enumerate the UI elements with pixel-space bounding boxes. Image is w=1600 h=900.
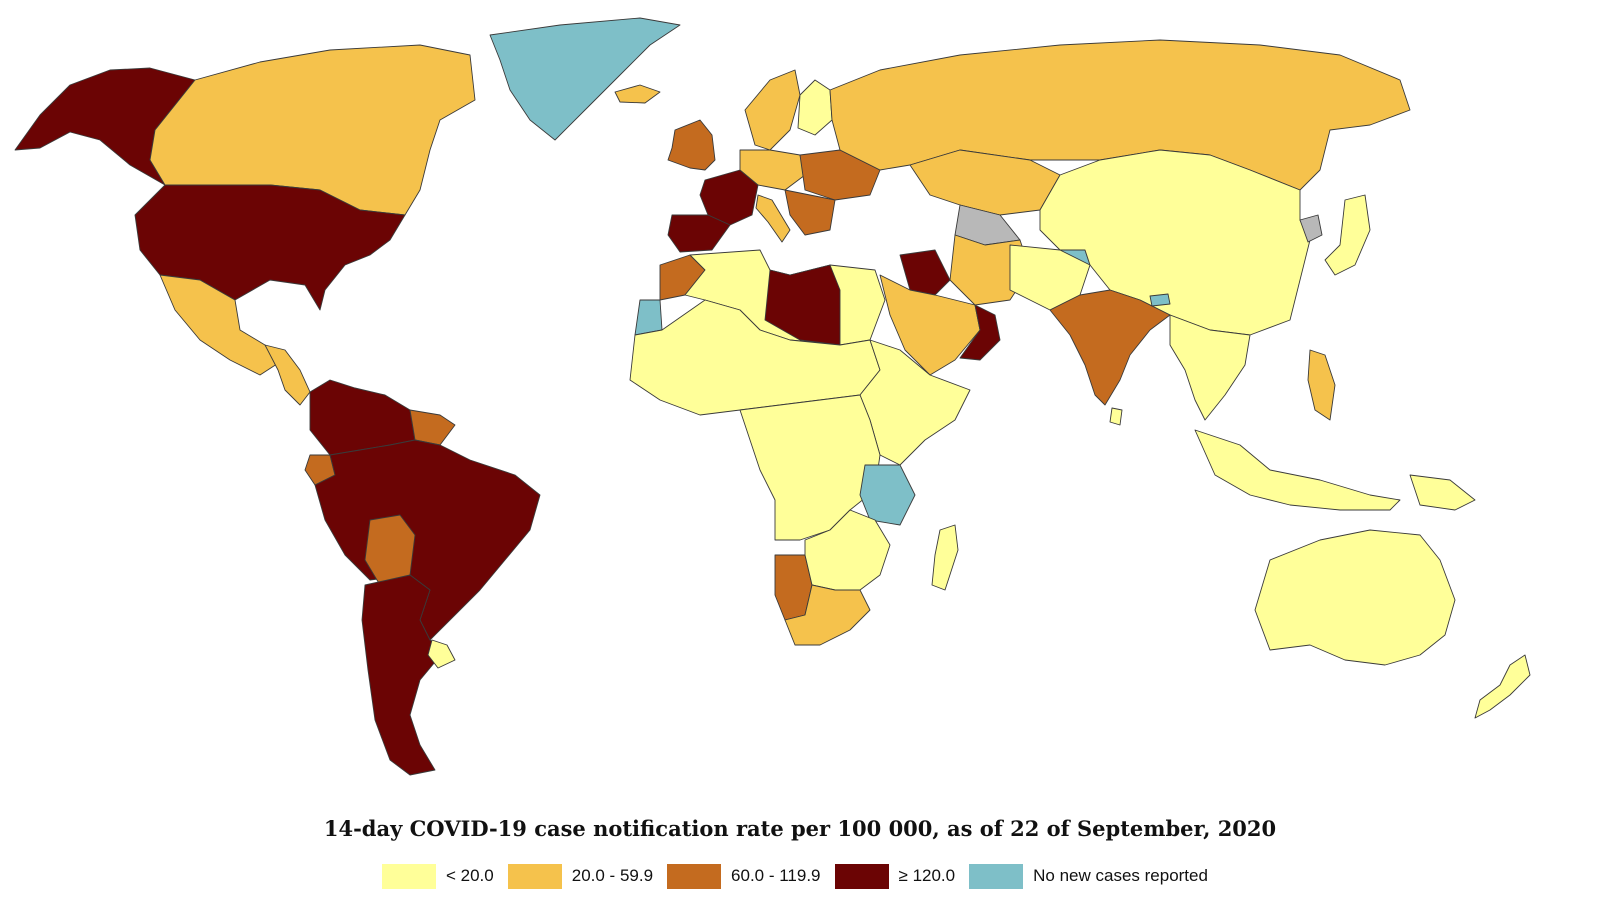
map-title: 14-day COVID-19 case notification rate p… [323,816,1277,841]
region-canada [149,44,476,216]
region-scandinavia [744,69,801,151]
legend-swatch-no-new-cases [969,863,1024,889]
region-uruguay [427,639,456,669]
legend-swatch-20-60 [507,863,562,889]
region-russia [829,39,1411,191]
region-uk-ireland [667,119,716,171]
region-japan-korea [1324,194,1371,276]
region-bhutan [1149,293,1171,307]
region-central-europe [739,149,806,191]
legend-swatch-lt20 [382,863,436,889]
legend-label-no-new-cases: No new cases reported [1033,866,1208,885]
region-sri-lanka [1109,407,1123,426]
region-south-africa [784,584,871,646]
region-india [1049,289,1171,406]
region-southern-africa [804,509,891,591]
region-australia [1254,529,1456,666]
legend-item-20-60: 20.0 - 59.9 [507,863,654,889]
region-balkans [784,189,836,236]
legend-item-60-120: 60.0 - 119.9 [667,863,821,889]
region-indonesia [1194,429,1401,511]
region-oman [959,304,1001,361]
region-italy [755,194,791,243]
legend-label-ge120: ≥ 120.0 [898,866,956,885]
region-argentina-chile [361,574,446,776]
region-north-korea [1299,214,1323,243]
region-new-zealand [1474,654,1531,719]
region-guianas [409,409,456,446]
region-greenland [489,17,681,141]
legend-label-60-120: 60.0 - 119.9 [731,866,821,885]
region-western-sahara [634,299,663,336]
legend-item-lt20: < 20.0 [382,863,494,889]
region-southeast-asia [1169,314,1251,421]
region-finland [797,79,833,136]
region-iberia [667,214,731,253]
region-usa [134,184,406,311]
legend-item-ge120: ≥ 120.0 [834,863,956,889]
legend-item-no-new-cases: No new cases reported [969,863,1208,889]
region-philippines [1307,349,1336,421]
region-papua-new-guinea [1409,474,1476,511]
legend-swatch-60-120 [667,863,722,889]
region-madagascar [931,524,959,591]
region-saudi-arabia [879,274,981,376]
region-iraq [899,249,951,296]
legend: < 20.0 20.0 - 59.9 60.0 - 119.9 ≥ 120.0 … [382,863,1222,889]
world-map-svg [14,17,1531,776]
world-map [14,17,1531,776]
region-brazil-peru [314,439,541,641]
legend-label-lt20: < 20.0 [446,866,494,885]
region-central-america [264,344,311,406]
legend-swatch-ge120 [834,863,889,889]
region-iceland [614,84,661,104]
region-east-africa [859,339,971,466]
legend-label-20-60: 20.0 - 59.9 [571,866,654,885]
region-tanzania [859,464,916,526]
region-libya [764,264,841,346]
